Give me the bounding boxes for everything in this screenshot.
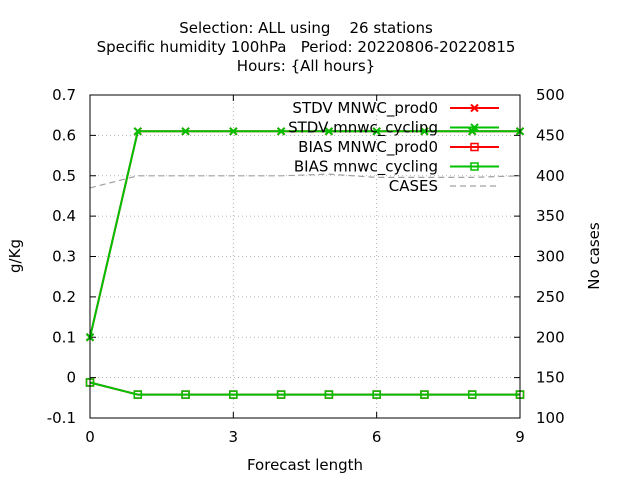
y-axis-label: g/Kg: [6, 239, 24, 273]
data-point: [420, 390, 429, 399]
y2-tick-label: 300: [536, 248, 565, 266]
data-point: [468, 127, 477, 136]
y-tick-label: 0.7: [52, 86, 76, 104]
data-point: [372, 127, 381, 136]
data-point: [420, 127, 429, 136]
series-line: [89, 130, 520, 338]
y2-tick-label: 500: [536, 86, 565, 104]
x-tick-label: 6: [372, 428, 382, 446]
series-4: [89, 173, 521, 189]
legend-marker: [470, 123, 479, 132]
legend-marker: [470, 142, 479, 152]
series-1: [85, 127, 525, 342]
y2-axis-label: No cases: [585, 222, 603, 290]
x-tick-label: 3: [229, 428, 239, 446]
y2-tick-label: 400: [536, 167, 565, 185]
x-tick-label: 9: [515, 428, 525, 446]
chart-title-line-3: Hours: {All hours}: [237, 57, 375, 75]
data-point: [181, 390, 190, 399]
y2-tick-label: 250: [536, 288, 565, 306]
y-tick-label: 0.2: [52, 288, 76, 306]
legend-label: CASES: [389, 177, 438, 195]
plot-border: [89, 94, 521, 419]
chart-title-line-1: Selection: ALL using 26 stations: [179, 19, 433, 37]
legend-label: STDV mnwc_cycling: [288, 119, 438, 138]
legend-label: BIAS mnwc_cycling: [294, 158, 438, 177]
legend-label: STDV MNWC_prod0: [292, 99, 438, 118]
data-point: [229, 127, 238, 136]
chart-title-line-2: Specific humidity 100hPa Period: 2022080…: [97, 38, 516, 56]
data-point: [133, 390, 143, 399]
data-point: [324, 127, 334, 136]
y-tick-label: -0.1: [47, 409, 76, 427]
y-tick-label: 0.5: [52, 167, 76, 185]
y2-tick-label: 150: [536, 369, 565, 387]
x-axis-label: Forecast length: [247, 456, 363, 474]
legend-marker: [470, 162, 479, 171]
y-tick-label: 0: [66, 369, 76, 387]
legend-label: BIAS MNWC_prod0: [298, 138, 438, 157]
y2-tick-label: 100: [536, 409, 565, 427]
legend-marker: [470, 103, 479, 113]
data-point: [181, 127, 190, 136]
data-point: [229, 390, 238, 399]
x-tick-label: 0: [85, 428, 95, 446]
data-point: [276, 390, 286, 399]
data-point: [133, 127, 142, 136]
y-tick-label: 0.6: [52, 126, 76, 144]
y2-tick-label: 200: [536, 328, 565, 346]
data-point: [467, 390, 477, 399]
data-point: [372, 390, 381, 399]
series-line: [89, 173, 521, 189]
y-tick-label: 0.3: [52, 248, 76, 266]
ticks: -0.100.10.20.30.40.50.60.710015020025030…: [47, 86, 565, 446]
data-point: [276, 127, 286, 136]
series-line: [89, 381, 520, 396]
data-point: [324, 390, 334, 399]
y2-tick-label: 350: [536, 207, 565, 225]
series-3: [85, 378, 525, 399]
y-tick-label: 0.4: [52, 207, 76, 225]
y2-tick-label: 450: [536, 126, 565, 144]
series-layer: [85, 127, 525, 399]
series-line: [89, 381, 520, 396]
y-tick-label: 0.1: [52, 328, 76, 346]
